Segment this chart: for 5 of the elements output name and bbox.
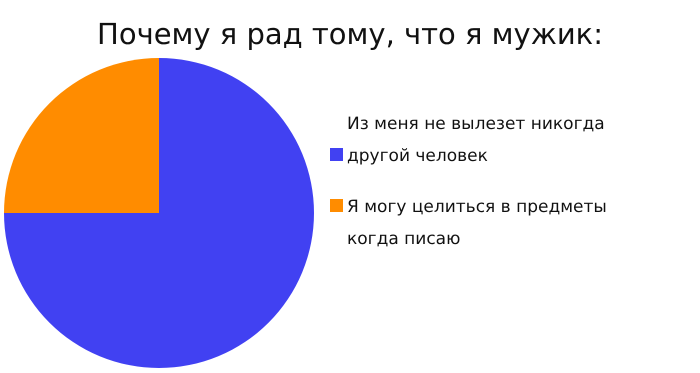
pie-slice	[4, 58, 314, 368]
pie-slice	[4, 58, 159, 213]
chart-title: Почему я рад тому, что я мужик:	[97, 17, 603, 51]
slice-label: Из меня не вылезет никогда другой человек	[347, 114, 605, 166]
legend-label: Я могу целиться в предметы когда писаю	[347, 197, 607, 249]
